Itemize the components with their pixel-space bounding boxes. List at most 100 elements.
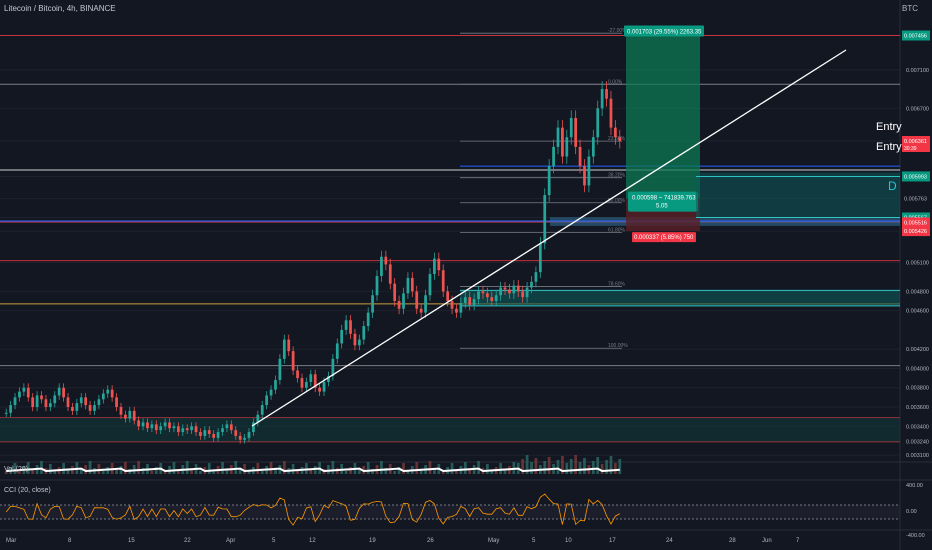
candle-body (463, 297, 467, 303)
candle-body (141, 422, 145, 427)
price-tag-text: 0.005993 (904, 174, 927, 180)
candle-body (282, 339, 286, 359)
time-axis: Mar 8 15 22 Apr 5 12 19 26 May 5 10 17 24 28 Jun 7 (6, 538, 800, 544)
price-tick: 0.003240 (906, 440, 929, 446)
candle-body (459, 302, 463, 313)
volume-bar (282, 461, 286, 474)
volume-label: Vol (20) (4, 466, 29, 473)
candle-body (455, 308, 458, 313)
candle-body (525, 287, 529, 298)
candle-body (269, 389, 273, 396)
volume-bar (331, 461, 335, 474)
volume-bar (415, 462, 419, 474)
date-tick: 28 (729, 538, 736, 544)
candle-body (40, 395, 43, 400)
price-tick: 0.004200 (906, 347, 929, 353)
candle-body (84, 397, 88, 406)
candle-body (410, 277, 414, 292)
candle-body (419, 308, 423, 313)
candle-body (13, 397, 17, 406)
volume-bar (499, 463, 502, 474)
candle-body (534, 272, 538, 282)
candle-body (260, 405, 264, 415)
candle-body (446, 291, 450, 302)
candle-body (216, 432, 220, 438)
axis-background (900, 0, 932, 550)
candle-body (48, 403, 52, 408)
price-tag-text: 0.005516 (904, 220, 927, 226)
stop-label: 0.000337 (5.85%) 750 (634, 235, 694, 241)
candle-body (543, 195, 547, 244)
volume-bar (79, 469, 83, 474)
price-tick: 0.004600 (906, 309, 929, 315)
candle-body (265, 395, 269, 406)
candle-body (128, 410, 132, 419)
price-tag (902, 136, 930, 153)
volume-bar (468, 469, 472, 474)
price-axis: 0.007456 0.007100 0.006700 0.006361 0.005993… (902, 30, 930, 459)
candle-body (26, 387, 30, 398)
volume-bar (344, 471, 348, 474)
target-label: 0.001703 (29.55%) 2263.35 (627, 30, 702, 36)
center-label: 0.000598 ~ 741839.763 (632, 196, 696, 202)
volume-bar (66, 470, 70, 474)
volume-bar (574, 455, 578, 474)
volume-bar (397, 467, 401, 474)
fib-level-label: 0.00% (608, 79, 623, 85)
fibonacci-retracement: -27.00% 0.00% 23.60% 38.20% 50.00% 61.80% 78.6… (460, 28, 628, 349)
price-tick: 0.004000 (906, 366, 929, 372)
candle-body (578, 146, 582, 167)
candle-body (512, 285, 516, 294)
volume-bar (477, 461, 480, 474)
candle-body (168, 422, 171, 429)
volume-bar (384, 468, 388, 474)
volume-bar (380, 461, 383, 474)
long-position-tool[interactable]: 0.001703 (29.55%) 2263.35 0.000337 (5.85%… (624, 25, 900, 243)
trendline[interactable] (251, 49, 847, 427)
target-label-box (624, 25, 704, 37)
volume-bar (4, 471, 8, 474)
candle-body (207, 430, 211, 434)
candle-body (305, 381, 308, 388)
price-tag (902, 171, 930, 182)
volume-bar (569, 459, 573, 474)
entry-band (696, 172, 900, 218)
candle-body (137, 420, 141, 427)
candle-body (472, 299, 476, 305)
chart-title: Litecoin / Bitcoin, 4h, BINANCE (4, 4, 116, 13)
fib-level-label: 100.00% (608, 343, 628, 349)
price-tag (902, 226, 930, 237)
candle-body (481, 291, 485, 294)
volume-bar (26, 462, 30, 474)
price-tag-text: 0.005426 (904, 229, 927, 235)
candle-body (508, 289, 511, 294)
candle-body (499, 287, 502, 296)
date-tick: 19 (369, 538, 376, 544)
date-tick: 10 (565, 538, 572, 544)
volume-bar (450, 463, 454, 474)
volume-bar (419, 469, 423, 474)
volume-bar (296, 471, 299, 474)
candle-body (18, 391, 21, 398)
volume-bar (547, 457, 551, 474)
candle-body (371, 295, 374, 313)
volume-bar (406, 470, 410, 474)
price-tag (902, 30, 930, 41)
price-tick: 0.003400 (906, 424, 929, 430)
candle-body (199, 432, 202, 436)
cci-line (5, 493, 620, 526)
fib-level-label: 38.20% (608, 173, 626, 179)
date-tick: 24 (666, 538, 673, 544)
volume-bar (115, 470, 118, 474)
volume-bar (84, 465, 88, 474)
volume-bar (402, 463, 405, 474)
candle-body (146, 422, 149, 429)
candle-body (490, 297, 494, 302)
candle-body (402, 293, 405, 309)
candle-body (247, 432, 251, 438)
candle-body (190, 426, 193, 431)
volume-bar (176, 469, 180, 474)
volume-bar (199, 471, 202, 474)
